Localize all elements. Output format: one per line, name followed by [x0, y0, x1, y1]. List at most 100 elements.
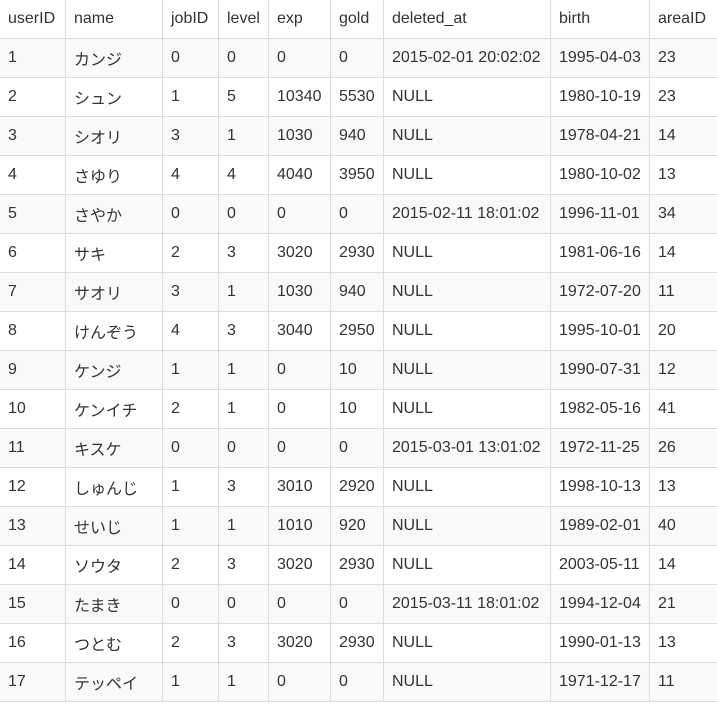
cell-areaid: 14: [649, 233, 717, 273]
cell-level: 1: [218, 389, 269, 429]
cell-deleted-at: NULL: [383, 506, 551, 546]
cell-areaid: 21: [649, 584, 717, 624]
cell-jobid: 2: [162, 623, 219, 663]
cell-exp: 4040: [268, 155, 331, 195]
cell-birth: 2003-05-11: [550, 545, 650, 585]
cell-userid: 1: [0, 38, 66, 78]
cell-exp: 0: [268, 389, 331, 429]
cell-deleted-at: 2015-03-11 18:01:02: [383, 584, 551, 624]
cell-userid: 10: [0, 389, 66, 429]
column-header-exp: exp: [268, 0, 331, 39]
cell-areaid: 11: [649, 662, 717, 702]
cell-gold: 0: [330, 584, 384, 624]
column-header-birth: birth: [550, 0, 650, 39]
cell-jobid: 0: [162, 428, 219, 468]
table-header: userID name jobID level exp gold deleted_at bir…: [0, 0, 717, 39]
cell-name: カンジ: [65, 38, 163, 78]
cell-jobid: 2: [162, 389, 219, 429]
cell-level: 0: [218, 194, 269, 234]
cell-birth: 1972-07-20: [550, 272, 650, 312]
cell-jobid: 3: [162, 272, 219, 312]
cell-exp: 0: [268, 194, 331, 234]
cell-exp: 3020: [268, 545, 331, 585]
cell-deleted-at: NULL: [383, 350, 551, 390]
table-row: 5 さやか 0 0 0 0 2015-02-11 18:01:02 1996-11-01 34: [0, 194, 717, 234]
cell-deleted-at: NULL: [383, 116, 551, 156]
cell-areaid: 41: [649, 389, 717, 429]
table-row: 12 しゅんじ 1 3 3010 2920 NULL 1998-10-13 13: [0, 467, 717, 507]
cell-areaid: 13: [649, 623, 717, 663]
cell-userid: 11: [0, 428, 66, 468]
table-row: 11 キスケ 0 0 0 0 2015-03-01 13:01:02 1972-11-25 26: [0, 428, 717, 468]
cell-level: 3: [218, 623, 269, 663]
cell-userid: 7: [0, 272, 66, 312]
cell-deleted-at: 2015-02-01 20:02:02: [383, 38, 551, 78]
cell-exp: 0: [268, 662, 331, 702]
table-row: 7 サオリ 3 1 1030 940 NULL 1972-07-20 11: [0, 272, 717, 312]
cell-exp: 3040: [268, 311, 331, 351]
cell-birth: 1998-10-13: [550, 467, 650, 507]
cell-birth: 1996-11-01: [550, 194, 650, 234]
cell-deleted-at: NULL: [383, 623, 551, 663]
cell-name: テッペイ: [65, 662, 163, 702]
cell-jobid: 3: [162, 116, 219, 156]
cell-userid: 5: [0, 194, 66, 234]
cell-gold: 10: [330, 389, 384, 429]
table-row: 17 テッペイ 1 1 0 0 NULL 1971-12-17 11: [0, 662, 717, 702]
cell-exp: 0: [268, 38, 331, 78]
cell-areaid: 14: [649, 545, 717, 585]
cell-userid: 15: [0, 584, 66, 624]
cell-birth: 1989-02-01: [550, 506, 650, 546]
cell-userid: 14: [0, 545, 66, 585]
column-header-name: name: [65, 0, 163, 39]
cell-level: 3: [218, 311, 269, 351]
cell-userid: 4: [0, 155, 66, 195]
cell-jobid: 1: [162, 506, 219, 546]
cell-jobid: 4: [162, 155, 219, 195]
cell-birth: 1995-10-01: [550, 311, 650, 351]
cell-birth: 1978-04-21: [550, 116, 650, 156]
column-header-userid: userID: [0, 0, 66, 39]
cell-gold: 3950: [330, 155, 384, 195]
cell-userid: 16: [0, 623, 66, 663]
table-row: 10 ケンイチ 2 1 0 10 NULL 1982-05-16 41: [0, 389, 717, 429]
table-row: 9 ケンジ 1 1 0 10 NULL 1990-07-31 12: [0, 350, 717, 390]
cell-exp: 1010: [268, 506, 331, 546]
cell-gold: 0: [330, 194, 384, 234]
cell-deleted-at: NULL: [383, 545, 551, 585]
cell-userid: 9: [0, 350, 66, 390]
cell-name: ケンイチ: [65, 389, 163, 429]
cell-gold: 920: [330, 506, 384, 546]
cell-exp: 1030: [268, 272, 331, 312]
cell-exp: 1030: [268, 116, 331, 156]
table-row: 15 たまき 0 0 0 0 2015-03-11 18:01:02 1994-12-04 21: [0, 584, 717, 624]
cell-deleted-at: 2015-03-01 13:01:02: [383, 428, 551, 468]
cell-deleted-at: NULL: [383, 233, 551, 273]
cell-level: 3: [218, 545, 269, 585]
cell-exp: 3020: [268, 233, 331, 273]
cell-birth: 1972-11-25: [550, 428, 650, 468]
table-row: 16 つとむ 2 3 3020 2930 NULL 1990-01-13 13: [0, 623, 717, 663]
cell-userid: 17: [0, 662, 66, 702]
cell-exp: 3020: [268, 623, 331, 663]
cell-deleted-at: NULL: [383, 155, 551, 195]
table-row: 13 せいじ 1 1 1010 920 NULL 1989-02-01 40: [0, 506, 717, 546]
cell-birth: 1980-10-02: [550, 155, 650, 195]
cell-name: さゆり: [65, 155, 163, 195]
cell-gold: 2920: [330, 467, 384, 507]
cell-level: 1: [218, 662, 269, 702]
cell-name: シオリ: [65, 116, 163, 156]
cell-gold: 0: [330, 662, 384, 702]
cell-name: サキ: [65, 233, 163, 273]
cell-jobid: 2: [162, 545, 219, 585]
column-header-areaid: areaID: [649, 0, 717, 39]
cell-name: つとむ: [65, 623, 163, 663]
cell-areaid: 11: [649, 272, 717, 312]
cell-name: けんぞう: [65, 311, 163, 351]
table-row: 2 シュン 1 5 10340 5530 NULL 1980-10-19 23: [0, 77, 717, 117]
cell-birth: 1981-06-16: [550, 233, 650, 273]
cell-birth: 1990-01-13: [550, 623, 650, 663]
cell-exp: 0: [268, 350, 331, 390]
cell-areaid: 34: [649, 194, 717, 234]
